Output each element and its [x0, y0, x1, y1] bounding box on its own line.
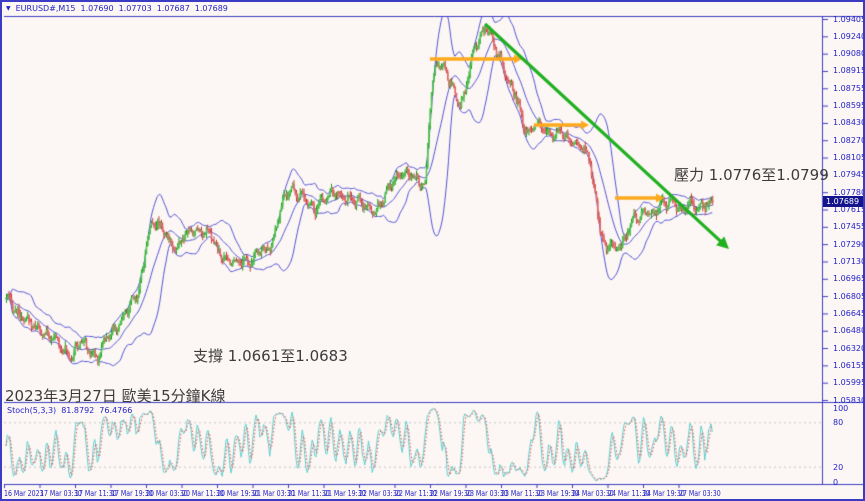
quote-close: 1.07689 — [194, 4, 228, 13]
time-tick-label: 20 Mar 19:30 — [217, 489, 259, 498]
price-tick-label: 1.05995 — [833, 378, 865, 388]
price-tick-label: 1.07455 — [833, 222, 865, 232]
price-tick-label: 1.08595 — [833, 101, 865, 111]
time-tick-label: 24 Mar 03:30 — [572, 489, 614, 498]
price-tick-label: 1.07130 — [833, 256, 865, 266]
annotation-support[interactable]: 支撐 1.0661至1.0683 — [193, 347, 348, 365]
time-tick-label: 20 Mar 03:30 — [146, 489, 188, 498]
time-tick-label: 27 Mar 03:30 — [678, 489, 721, 498]
time-tick-label: 21 Mar 11:30 — [288, 489, 330, 498]
price-tick-label: 1.08755 — [833, 83, 865, 93]
stochastic-tick-label: 80 — [833, 418, 844, 428]
quote-low: 1.07687 — [156, 4, 190, 13]
stochastic-info-bar: Stoch(5,3,3) 81.8792 76.4766 — [7, 406, 132, 415]
stochastic-tick-label: 100 — [833, 403, 849, 413]
time-axis[interactable]: 16 Mar 2023 17 Mar 03:30 17 Mar 11:30 17 Ma… — [2, 489, 863, 499]
time-tick-label: 23 Mar 19:30 — [536, 489, 579, 498]
stochastic-d-value: 76.4766 — [99, 406, 133, 415]
stochastic-tick-label: 0 — [833, 477, 839, 487]
price-tick-label: 1.08105 — [833, 153, 865, 163]
time-tick-label: 23 Mar 03:30 — [465, 489, 508, 498]
annotation-resistance[interactable]: 壓力 1.0776至1.0799 — [674, 166, 829, 184]
price-tick-label: 1.05830 — [833, 395, 865, 405]
current-price-badge: 1.07689 — [823, 196, 863, 208]
price-tick-label: 1.06155 — [833, 360, 865, 370]
collapse-indicator-icon[interactable]: ▼ — [6, 4, 11, 12]
time-tick-label: 21 Mar 03:30 — [252, 489, 295, 498]
time-tick-label: 24 Mar 11:30 — [607, 489, 650, 498]
time-tick-label: 17 Mar 03:30 — [39, 489, 82, 498]
time-tick-label: 21 Mar 19:30 — [323, 489, 366, 498]
price-tick-label: 1.08270 — [833, 135, 865, 145]
time-tick-label: 22 Mar 11:30 — [394, 489, 437, 498]
price-axis[interactable]: 1.09405 1.09240 1.09080 1.08915 1.08755 1.085… — [824, 2, 865, 499]
price-tick-label: 1.09240 — [833, 31, 865, 41]
price-tick-label: 1.07945 — [833, 170, 865, 180]
stochastic-label: Stoch(5,3,3) — [7, 406, 57, 415]
time-tick-label: 22 Mar 19:30 — [430, 489, 472, 498]
price-tick-label: 1.06645 — [833, 308, 865, 318]
price-tick-label: 1.08430 — [833, 118, 865, 128]
symbol-info-bar: ▼ EURUSD#,M15 1.07690 1.07703 1.07687 1.… — [6, 4, 228, 13]
time-tick-label: 20 Mar 11:30 — [181, 489, 224, 498]
price-tick-label: 1.07780 — [833, 187, 865, 197]
price-tick-label: 1.06965 — [833, 274, 865, 284]
price-tick-label: 1.09405 — [833, 14, 865, 24]
time-tick-label: 16 Mar 2023 — [4, 489, 44, 498]
quote-open: 1.07690 — [80, 4, 114, 13]
stochastic-axis: 100 80 20 0 — [824, 2, 863, 499]
annotation-chart-date[interactable]: 2023年3月27日 歐美15分鐘K線 — [5, 387, 226, 405]
time-tick-label: 23 Mar 11:30 — [501, 489, 543, 498]
price-tick-label: 1.08915 — [833, 66, 865, 76]
price-tick-label: 1.06320 — [833, 343, 865, 353]
time-tick-label: 24 Mar 19:30 — [643, 489, 685, 498]
price-tick-label: 1.07290 — [833, 239, 865, 249]
quote-high: 1.07703 — [118, 4, 152, 13]
symbol-label: EURUSD#,M15 — [15, 4, 76, 13]
price-tick-label: 1.06480 — [833, 326, 865, 336]
price-tick-label: 1.06805 — [833, 291, 865, 301]
time-tick-label: 17 Mar 11:30 — [75, 489, 117, 498]
stochastic-tick-label: 20 — [833, 462, 844, 472]
price-tick-label: 1.07615 — [833, 205, 865, 214]
price-tick-label: 1.09080 — [833, 49, 865, 59]
time-tick-label: 17 Mar 19:30 — [110, 489, 153, 498]
stochastic-k-value: 81.8792 — [61, 406, 95, 415]
time-tick-label: 22 Mar 03:30 — [359, 489, 401, 498]
